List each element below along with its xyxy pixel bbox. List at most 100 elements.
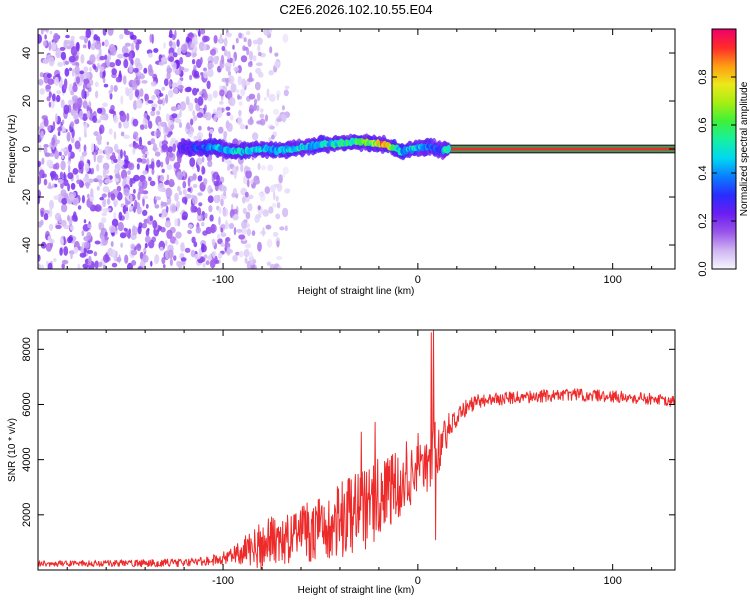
spectrogram-cell <box>94 145 99 151</box>
spectrogram-cell <box>81 89 86 99</box>
spectrogram-cell <box>252 39 259 45</box>
spectrogram-cell <box>38 221 43 228</box>
spectrogram-cell <box>217 233 221 240</box>
spectrogram-cell <box>170 106 178 112</box>
spectrogram-cell <box>106 141 110 146</box>
spectrogram-cell <box>213 109 216 114</box>
spectrogram-cell <box>245 169 252 179</box>
spectrogram-cell <box>213 114 217 122</box>
spectrogram-cell <box>282 207 289 218</box>
spectrogram-cell <box>269 125 275 130</box>
spectrogram-cell <box>161 86 166 91</box>
spectrogram-cell <box>79 70 85 75</box>
spectrogram-cell <box>246 166 251 172</box>
spectrogram-cell <box>84 132 87 138</box>
spectrogram-cell <box>238 250 244 258</box>
spectrogram-cell <box>144 124 148 130</box>
spectrogram-cell <box>132 142 139 149</box>
spectrogram-cell <box>203 91 208 101</box>
spectrogram-cell <box>145 204 149 209</box>
spectrogram-cell <box>93 251 98 257</box>
spectrogram-cell <box>79 110 84 120</box>
spectrogram-cell <box>261 165 266 171</box>
spectrogram-cell <box>173 162 181 169</box>
spectrogram-cell <box>254 81 261 91</box>
spectrogram-cell <box>147 100 154 104</box>
spectrogram-cell <box>142 170 148 175</box>
spectrogram-cell <box>50 100 55 109</box>
spectrogram-cell <box>61 155 64 160</box>
spectrogram-cell <box>157 99 163 105</box>
spectrogram-cell <box>164 124 168 133</box>
spectrogram-cell <box>240 55 248 63</box>
spectrogram-cell <box>181 43 188 54</box>
spectrogram-cell <box>96 163 100 172</box>
spectrogram-cell <box>255 67 262 74</box>
spectrogram-cell <box>282 173 286 178</box>
spectrogram-cell <box>257 241 262 252</box>
spectrogram-cell <box>77 205 82 210</box>
spectrogram-cell <box>111 68 117 76</box>
spectrogram-cell <box>167 146 173 153</box>
spectrogram-cell <box>134 199 138 210</box>
spectrogram-cell <box>136 206 142 215</box>
spectrogram-cell <box>241 78 246 89</box>
spectrogram-cell <box>113 131 117 140</box>
spectrogram-cell <box>136 157 143 163</box>
spectrogram-y-axis-title: Frequency (Hz) <box>7 115 18 184</box>
spectrogram-cell <box>160 56 168 63</box>
spectrogram-cell <box>102 264 107 269</box>
spectrogram-cell <box>99 66 105 73</box>
spectrogram-cell <box>187 187 191 192</box>
spectrogram-cell <box>83 219 87 224</box>
spectrogram-cell <box>74 140 81 150</box>
spectrogram-cell <box>56 94 61 103</box>
spectrogram-cell <box>172 143 176 153</box>
spectrogram-cell <box>72 84 78 93</box>
spectrogram-cell <box>63 246 69 256</box>
spectrogram-cell <box>68 164 71 173</box>
spectrogram-cell <box>151 106 156 112</box>
spectrogram-cell <box>96 107 103 114</box>
spectrogram-cell <box>125 198 128 208</box>
spectrogram-cell <box>95 90 99 99</box>
spectrogram-cell <box>271 134 275 140</box>
spectrogram-cell <box>101 193 107 198</box>
spectrogram-cell <box>38 78 44 86</box>
spectrogram-cell <box>192 87 198 96</box>
spectrogram-cell <box>222 207 229 217</box>
spectrogram-cell <box>161 140 168 146</box>
spectrogram-cell <box>188 102 194 112</box>
spectrogram-cell <box>85 183 90 189</box>
spectrogram-cell <box>209 49 217 56</box>
spectrogram-cell <box>225 32 232 38</box>
spectrogram-cell <box>177 185 181 192</box>
spectrogram-cell <box>190 249 196 258</box>
spectrogram-cell <box>144 93 149 103</box>
spectrogram-cell <box>83 83 86 91</box>
spectrogram-cell <box>192 110 196 117</box>
colorbar-title: Normalized spectral amplitude <box>739 81 750 216</box>
spectrogram-cell <box>209 188 214 193</box>
spectrogram-cell <box>188 130 193 138</box>
spectrogram-cell <box>225 79 229 87</box>
spectrogram-cell <box>238 101 243 107</box>
spectrogram-cell <box>76 174 79 180</box>
spectrogram-cell <box>176 171 183 181</box>
spectrogram-cell <box>168 40 173 47</box>
spectrogram-cell <box>67 172 74 180</box>
spectrogram-cell <box>207 126 211 131</box>
spectrogram-cell <box>156 130 161 138</box>
spectrogram-cell <box>254 180 261 185</box>
spectrogram-cell <box>165 94 169 104</box>
spectrogram-cell <box>158 140 163 149</box>
spectrogram-cell <box>225 66 231 72</box>
spectrogram-cell <box>251 230 256 236</box>
spectrogram-cell <box>108 225 116 233</box>
spectrogram-cell <box>98 261 103 267</box>
colorbar-ticks: 0.0 0.2 0.4 0.6 0.8 <box>697 69 736 277</box>
spectrogram-cell <box>253 103 257 111</box>
spectrogram-cell <box>246 228 252 237</box>
spectrogram-cell <box>115 76 122 83</box>
spectrogram-cell <box>184 87 191 93</box>
